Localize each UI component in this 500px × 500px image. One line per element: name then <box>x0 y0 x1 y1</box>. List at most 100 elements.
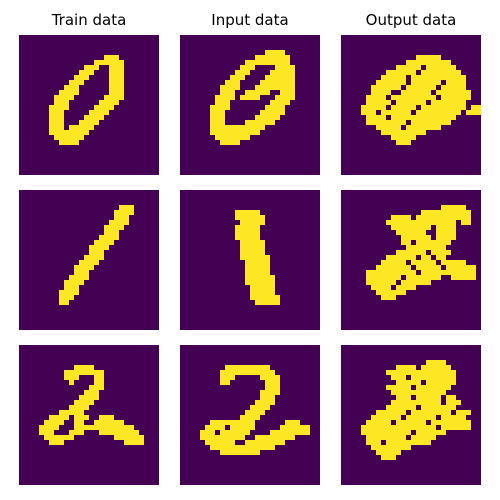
heatmap-cell <box>431 210 437 216</box>
heatmap-cell <box>391 375 397 381</box>
heatmap-cell <box>386 440 392 446</box>
heatmap-cell <box>446 370 452 376</box>
heatmap-cell <box>69 290 75 296</box>
heatmap-cell <box>371 280 377 286</box>
heatmap-cell <box>215 135 221 141</box>
heatmap-cell <box>59 130 65 136</box>
heatmap-cell <box>416 225 422 231</box>
heatmap-cell <box>225 440 231 446</box>
heatmap-cell <box>416 245 422 251</box>
heatmap-cell <box>79 365 85 371</box>
heatmap-cell <box>245 235 251 241</box>
heatmap-cell <box>240 415 246 421</box>
heatmap-cell <box>79 135 85 141</box>
heatmap-cell <box>456 205 462 211</box>
heatmap-cell <box>421 440 427 446</box>
heatmap-cell <box>230 430 236 436</box>
heatmap-cell <box>396 95 402 101</box>
heatmap-cell <box>436 410 442 416</box>
heatmap-cell <box>421 115 427 121</box>
heatmap-cell <box>89 370 95 376</box>
heatmap-cell <box>446 265 452 271</box>
heatmap-cell <box>250 280 256 286</box>
heatmap-cell <box>210 435 216 441</box>
heatmap-cell <box>436 230 442 236</box>
heatmap-cell <box>119 75 125 81</box>
heatmap-cell <box>64 140 70 146</box>
heatmap-cell <box>225 95 231 101</box>
heatmap-cell <box>275 440 281 446</box>
heatmap-cell <box>426 235 432 241</box>
heatmap-cell <box>386 385 392 391</box>
heatmap-cell <box>260 110 266 116</box>
heatmap-cell <box>401 230 407 236</box>
heatmap-cell <box>451 210 457 216</box>
heatmap-cell <box>461 215 467 221</box>
heatmap-cell <box>124 430 130 436</box>
heatmap-cell <box>371 95 377 101</box>
heatmap-cell <box>245 420 251 426</box>
heatmap-cell <box>260 435 266 441</box>
heatmap-cell <box>446 395 452 401</box>
heatmap-cell <box>260 405 266 411</box>
heatmap-cell <box>260 400 266 406</box>
heatmap-cell <box>401 250 407 256</box>
heatmap-cell <box>255 95 261 101</box>
heatmap-cell <box>69 430 75 436</box>
heatmap-cell <box>250 225 256 231</box>
heatmap-cell <box>240 125 246 131</box>
heatmap-cell <box>401 280 407 286</box>
heatmap-cell <box>441 385 447 391</box>
heatmap-cell <box>119 80 125 86</box>
heatmap-cell <box>245 445 251 451</box>
heatmap-cell <box>84 65 90 71</box>
heatmap-cell <box>240 425 246 431</box>
heatmap-cell <box>59 135 65 141</box>
heatmap-cell <box>406 385 412 391</box>
heatmap-cell <box>406 275 412 281</box>
heatmap-cell <box>265 260 271 266</box>
heatmap-cell <box>406 130 412 136</box>
heatmap-cell <box>386 90 392 96</box>
heatmap-cell <box>426 390 432 396</box>
heatmap-cell <box>361 430 367 436</box>
heatmap-cell <box>411 100 417 106</box>
heatmap-cell <box>285 435 291 441</box>
heatmap-cell <box>371 415 377 421</box>
heatmap-cell <box>69 95 75 101</box>
heatmap-cell <box>89 390 95 396</box>
heatmap-cell <box>59 440 65 446</box>
heatmap-cell <box>255 90 261 96</box>
heatmap-cell <box>381 125 387 131</box>
heatmap-cell <box>109 75 115 81</box>
heatmap-cell <box>275 110 281 116</box>
heatmap-cell <box>381 100 387 106</box>
heatmap-cell <box>416 110 422 116</box>
heatmap-cell <box>69 375 75 381</box>
heatmap-cell <box>114 435 120 441</box>
heatmap-cell <box>99 105 105 111</box>
heatmap-cell <box>436 360 442 366</box>
heatmap-cell <box>255 230 261 236</box>
heatmap-cell <box>220 90 226 96</box>
heatmap-cell <box>426 425 432 431</box>
heatmap-cell <box>416 280 422 286</box>
heatmap-cell <box>441 70 447 76</box>
heatmap-cell <box>391 215 397 221</box>
heatmap-cell <box>255 255 261 261</box>
heatmap-cell <box>386 270 392 276</box>
heatmap-cell <box>69 90 75 96</box>
heatmap-cell <box>260 240 266 246</box>
heatmap-cell <box>245 365 251 371</box>
heatmap-cell <box>411 255 417 261</box>
heatmap-cell <box>396 380 402 386</box>
heatmap-cell <box>391 410 397 416</box>
heatmap-cell <box>436 380 442 386</box>
heatmap-cell <box>200 430 206 436</box>
heatmap-cell <box>431 385 437 391</box>
heatmap-cell <box>230 420 236 426</box>
heatmap-cell <box>235 445 241 451</box>
heatmap-cell <box>240 370 246 376</box>
heatmap-cell <box>109 65 115 71</box>
heatmap-cell <box>74 75 80 81</box>
